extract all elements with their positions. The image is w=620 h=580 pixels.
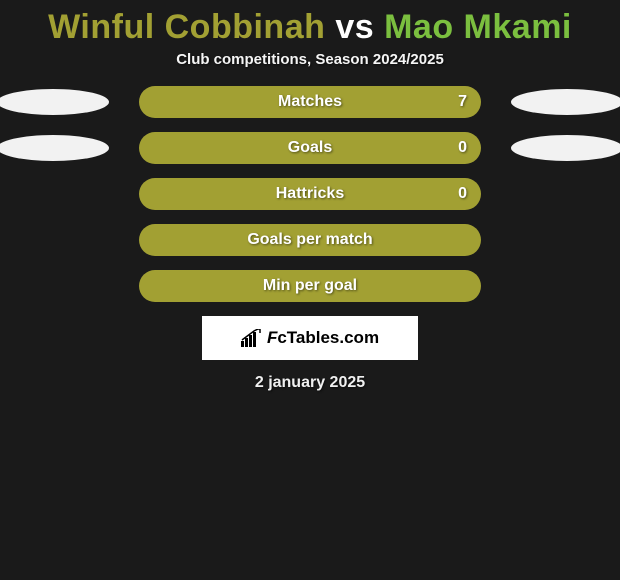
logo-text: FcTables.com — [267, 328, 379, 348]
stat-row: Goals per match — [10, 224, 610, 256]
oval-spacer — [0, 273, 109, 299]
oval-spacer — [511, 227, 620, 253]
player1-oval — [0, 89, 109, 115]
stat-value: 0 — [458, 139, 467, 157]
logo-chart-icon — [241, 329, 263, 347]
vs-text: vs — [335, 8, 374, 46]
oval-spacer — [0, 181, 109, 207]
date-text: 2 january 2025 — [0, 360, 620, 392]
stat-bar: Min per goal — [139, 270, 481, 302]
player2-oval — [511, 135, 620, 161]
stat-label: Min per goal — [263, 277, 357, 295]
stat-bar: Matches 7 — [139, 86, 481, 118]
stat-label: Hattricks — [276, 185, 344, 203]
stat-label: Goals — [288, 139, 332, 157]
stat-label: Matches — [278, 93, 342, 111]
stat-row: Min per goal — [10, 270, 610, 302]
subtitle: Club competitions, Season 2024/2025 — [0, 51, 620, 86]
stat-bar: Goals per match — [139, 224, 481, 256]
logo-box: FcTables.com — [202, 316, 418, 360]
logo: FcTables.com — [241, 328, 379, 348]
stat-bar: Hattricks 0 — [139, 178, 481, 210]
stat-label: Goals per match — [247, 231, 372, 249]
player1-name: Winful Cobbinah — [48, 8, 325, 46]
oval-spacer — [511, 273, 620, 299]
stat-value: 7 — [458, 93, 467, 111]
player1-oval — [0, 135, 109, 161]
stat-value: 0 — [458, 185, 467, 203]
stat-row: Hattricks 0 — [10, 178, 610, 210]
player2-oval — [511, 89, 620, 115]
stat-row: Matches 7 — [10, 86, 610, 118]
player2-name: Mao Mkami — [384, 8, 572, 46]
stat-row: Goals 0 — [10, 132, 610, 164]
comparison-title: Winful Cobbinah vs Mao Mkami — [0, 0, 620, 51]
oval-spacer — [0, 227, 109, 253]
stat-bar: Goals 0 — [139, 132, 481, 164]
oval-spacer — [511, 181, 620, 207]
stat-rows: Matches 7 Goals 0 Hattricks 0 Goals per match M… — [0, 86, 620, 302]
